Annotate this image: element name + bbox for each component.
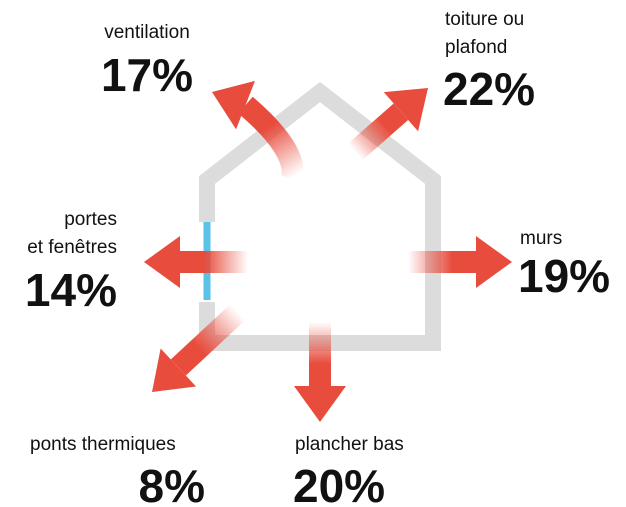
percentage: 22% <box>443 63 535 115</box>
arrow-head <box>294 386 346 422</box>
arrow-head <box>144 236 180 288</box>
arrow-head <box>476 236 512 288</box>
label: et fenêtres <box>27 237 117 258</box>
heat-arrow <box>408 236 512 288</box>
heat-arrow <box>144 236 248 288</box>
percentage: 20% <box>293 460 385 507</box>
heat-arrow <box>152 312 238 392</box>
label: ponts thermiques <box>30 434 176 455</box>
percentage: 8% <box>139 460 205 507</box>
label: ventilation <box>104 22 190 43</box>
label: toiture ou <box>445 9 524 30</box>
label: portes <box>64 209 117 230</box>
percentage: 14% <box>25 264 117 316</box>
label: plafond <box>445 37 507 58</box>
percentage: 19% <box>518 250 610 302</box>
arrows <box>144 81 512 422</box>
house-outline <box>207 92 433 343</box>
label: murs <box>520 228 562 249</box>
heat-loss-diagram: ventilation 17% toiture ou plafond 22% m… <box>0 0 626 507</box>
label: plancher bas <box>295 434 404 455</box>
house <box>207 92 433 343</box>
percentage: 17% <box>101 49 193 101</box>
